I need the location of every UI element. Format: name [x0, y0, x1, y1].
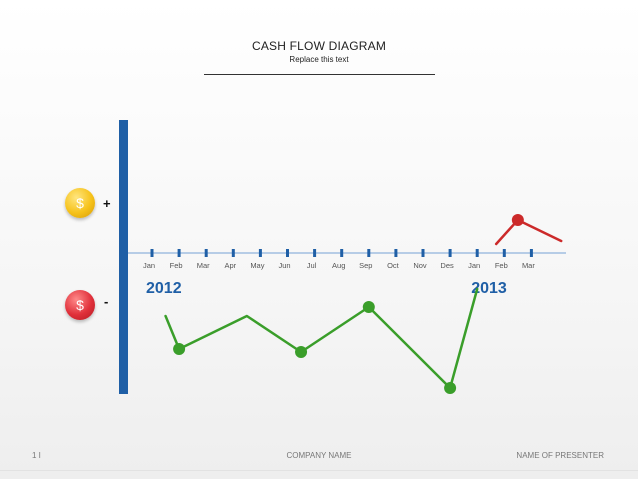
month-label: Jan [468, 261, 480, 270]
month-label: Sep [359, 261, 372, 270]
month-tick [421, 249, 425, 257]
month-tick [258, 249, 262, 257]
month-label: Feb [495, 261, 508, 270]
dollar-coin-red-icon: $ [65, 290, 95, 320]
month-label: Aug [332, 261, 345, 270]
month-tick [204, 249, 208, 257]
month-tick [340, 249, 344, 257]
year-label: 2013 [471, 280, 507, 297]
page-subtitle: Replace this text [289, 55, 349, 64]
month-tick [313, 249, 317, 257]
company-name: COMPANY NAME [286, 451, 352, 460]
month-label: Des [440, 261, 454, 270]
month-label: Jul [307, 261, 317, 270]
negative-sign: - [104, 294, 109, 309]
page-title: CASH FLOW DIAGRAM [251, 39, 387, 53]
month-tick [448, 249, 452, 257]
month-label: Jun [278, 261, 290, 270]
presenter-name: NAME OF PRESENTER [516, 451, 604, 460]
month-tick [394, 249, 398, 257]
footer-divider [0, 470, 638, 471]
month-tick [529, 249, 533, 257]
page-number: 1 I [32, 451, 41, 460]
vertical-axis-bar [119, 120, 128, 394]
month-tick [177, 249, 181, 257]
series-point [173, 343, 186, 355]
month-label: Mar [197, 261, 210, 270]
month-tick [150, 249, 154, 257]
month-tick [502, 249, 506, 257]
series-point [444, 382, 457, 394]
month-tick [475, 249, 479, 257]
series-line [164, 287, 479, 390]
year-label: 2012 [146, 280, 182, 297]
month-label: Oct [387, 261, 400, 270]
month-label: May [250, 261, 264, 270]
month-label: Apr [224, 261, 236, 270]
positive-sign: + [103, 196, 111, 211]
month-tick [367, 249, 371, 257]
month-label: Nov [413, 261, 427, 270]
dollar-coin-gold-icon: $ [65, 188, 95, 218]
month-label: Feb [170, 261, 183, 270]
title-divider [204, 74, 435, 75]
series-point [511, 214, 524, 226]
month-label: Mar [522, 261, 535, 270]
month-tick [286, 249, 289, 257]
month-tick [231, 249, 235, 257]
month-label: Jan [143, 261, 155, 270]
series-line [494, 218, 563, 246]
series-point [295, 346, 308, 358]
series-point [362, 301, 375, 313]
